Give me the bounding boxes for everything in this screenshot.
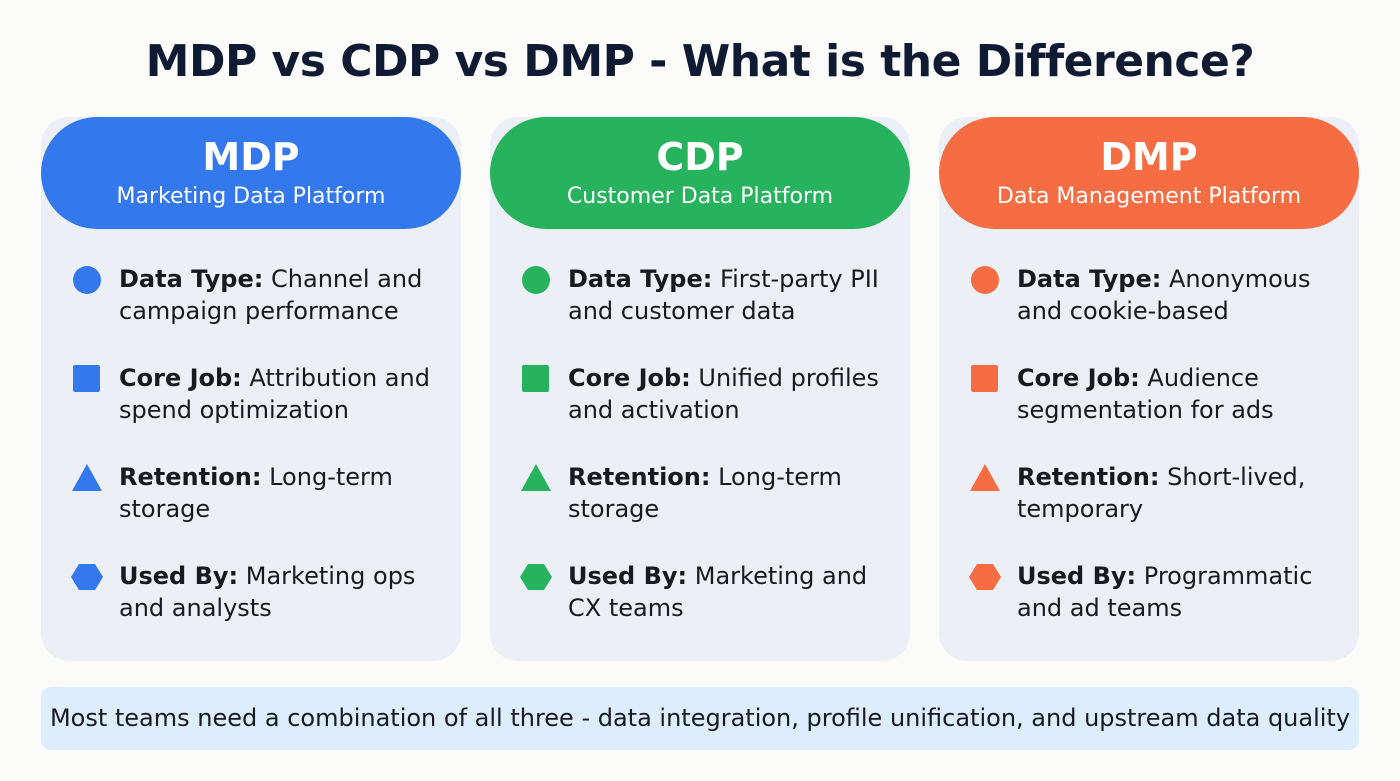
card-item: Data Type: Anonymous and cookie-based [1017,263,1347,327]
item-label: Data Type: [1017,265,1162,293]
item-text: Marketing ops and analysts [119,562,416,622]
circle-icon [71,264,103,296]
item-text: Marketing and CX teams [568,562,868,622]
triangle-icon [520,462,552,494]
item-text: First-party PII and customer data [568,265,879,325]
card-acronym: DMP [1100,135,1198,179]
card-item: Data Type: First-party PII and customer … [568,263,898,327]
square-icon [71,363,103,395]
item-label: Core Job: [568,364,691,392]
item-label: Core Job: [119,364,242,392]
item-label: Data Type: [119,265,264,293]
item-text: Programmatic and ad teams [1017,562,1313,622]
card-item: Used By: Programmatic and ad teams [1017,560,1347,624]
card-item: Core Job: Unified profiles and activatio… [568,362,898,426]
card-item: Data Type: Channel and campaign performa… [119,263,449,327]
item-text: Channel and campaign performance [119,265,423,325]
item-label: Core Job: [1017,364,1140,392]
card-acronym: MDP [202,135,300,179]
item-text: Long-term storage [568,463,842,523]
item-text: Unified profiles and activation [568,364,879,424]
summary-banner: Most teams need a combination of all thr… [41,687,1359,750]
item-text: Short-lived, temporary [1017,463,1306,523]
item-label: Used By: [1017,562,1137,590]
card-header: DMP Data Management Platform [939,117,1359,229]
card-header: CDP Customer Data Platform [490,117,910,229]
item-label: Data Type: [568,265,713,293]
hexagon-icon [71,561,103,593]
hexagon-icon [520,561,552,593]
card-header: MDP Marketing Data Platform [41,117,461,229]
item-text: Attribution and spend optimization [119,364,430,424]
card-cdp: CDP Customer Data Platform Data Type: Fi… [490,117,910,661]
triangle-icon [71,462,103,494]
square-icon [520,363,552,395]
card-acronym: CDP [656,135,744,179]
page-title: MDP vs CDP vs DMP - What is the Differen… [145,36,1255,87]
item-label: Retention: [119,463,262,491]
card-item: Retention: Long-term storage [568,461,898,525]
card-dmp: DMP Data Management Platform Data Type: … [939,117,1359,661]
item-text: Anonymous and cookie-based [1017,265,1311,325]
item-label: Retention: [1017,463,1160,491]
card-mdp: MDP Marketing Data Platform Data Type: C… [41,117,461,661]
card-item: Core Job: Attribution and spend optimiza… [119,362,449,426]
card-item: Used By: Marketing ops and analysts [119,560,449,624]
square-icon [969,363,1001,395]
item-text: Audience segmentation for ads [1017,364,1274,424]
card-item: Retention: Short-lived, temporary [1017,461,1347,525]
circle-icon [969,264,1001,296]
card-item: Core Job: Audience segmentation for ads [1017,362,1347,426]
card-fullname: Customer Data Platform [566,184,834,209]
item-text: Long-term storage [119,463,393,523]
card-item: Used By: Marketing and CX teams [568,560,898,624]
hexagon-icon [969,561,1001,593]
circle-icon [520,264,552,296]
item-label: Used By: [568,562,688,590]
card-fullname: Marketing Data Platform [116,184,386,209]
card-fullname: Data Management Platform [996,184,1302,209]
triangle-icon [969,462,1001,494]
card-item: Retention: Long-term storage [119,461,449,525]
item-label: Retention: [568,463,711,491]
item-label: Used By: [119,562,239,590]
